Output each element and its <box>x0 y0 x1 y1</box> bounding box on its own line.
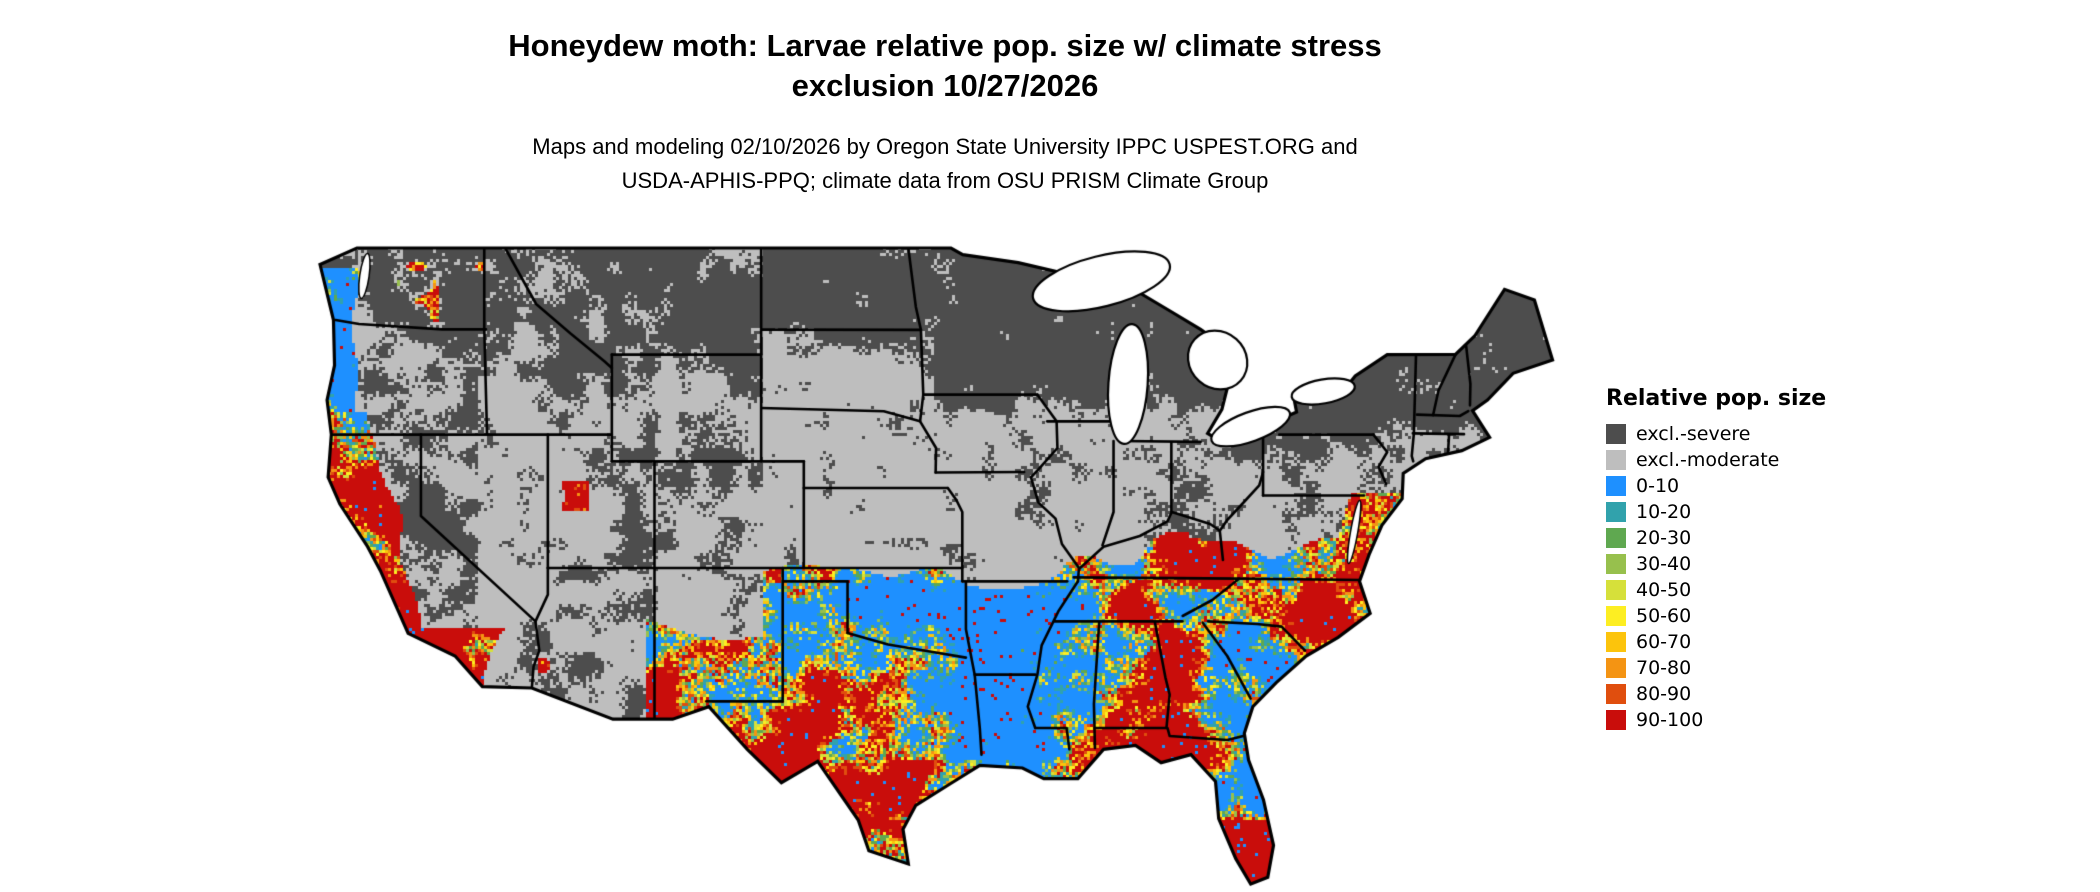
legend-item: 60-70 <box>1606 631 1826 653</box>
legend-swatch <box>1606 502 1626 522</box>
legend-title: Relative pop. size <box>1606 386 1827 411</box>
legend-label: 50-60 <box>1636 605 1692 627</box>
map-title-line1: Honeydew moth: Larvae relative pop. size… <box>508 28 1382 63</box>
legend-item: 20-30 <box>1606 527 1826 549</box>
legend-label: excl.-severe <box>1636 423 1751 445</box>
figure-header: Honeydew moth: Larvae relative pop. size… <box>0 26 1890 198</box>
legend-label: 60-70 <box>1636 631 1692 653</box>
map-attribution-line1: Maps and modeling 02/10/2026 by Oregon S… <box>532 134 1358 159</box>
legend-item: excl.-severe <box>1606 423 1826 445</box>
legend-label: excl.-moderate <box>1636 449 1780 471</box>
legend-label: 0-10 <box>1636 475 1680 497</box>
us-map-canvas <box>310 232 1560 888</box>
legend-item: 50-60 <box>1606 605 1826 627</box>
legend-items: excl.-severe excl.-moderate 0-10 10-20 20-30… <box>1606 423 1826 731</box>
legend-item: 0-10 <box>1606 475 1826 497</box>
legend-swatch <box>1606 632 1626 652</box>
legend-swatch <box>1606 606 1626 626</box>
legend-label: 30-40 <box>1636 553 1692 575</box>
map-title: Honeydew moth: Larvae relative pop. size… <box>0 26 1890 106</box>
legend-item: 10-20 <box>1606 501 1826 523</box>
map-attribution-line2: USDA-APHIS-PPQ; climate data from OSU PR… <box>621 168 1269 193</box>
legend-swatch <box>1606 684 1626 704</box>
legend-label: 20-30 <box>1636 527 1692 549</box>
legend-item: 40-50 <box>1606 579 1826 601</box>
legend-label: 40-50 <box>1636 579 1692 601</box>
legend-label: 70-80 <box>1636 657 1692 679</box>
legend-item: 70-80 <box>1606 657 1826 679</box>
legend-item: 30-40 <box>1606 553 1826 575</box>
legend-swatch <box>1606 424 1626 444</box>
legend-label: 90-100 <box>1636 709 1704 731</box>
map-attribution: Maps and modeling 02/10/2026 by Oregon S… <box>0 130 1890 198</box>
legend-label: 80-90 <box>1636 683 1692 705</box>
legend-swatch <box>1606 554 1626 574</box>
legend-swatch <box>1606 450 1626 470</box>
legend-swatch <box>1606 528 1626 548</box>
legend: Relative pop. size excl.-severe excl.-mod… <box>1606 386 1826 736</box>
legend-item: 80-90 <box>1606 683 1826 705</box>
legend-label: 10-20 <box>1636 501 1692 523</box>
legend-item: 90-100 <box>1606 709 1826 731</box>
legend-swatch <box>1606 476 1626 496</box>
legend-swatch <box>1606 658 1626 678</box>
map-title-line2: exclusion 10/27/2026 <box>791 68 1099 103</box>
legend-swatch <box>1606 710 1626 730</box>
legend-swatch <box>1606 580 1626 600</box>
legend-item: excl.-moderate <box>1606 449 1826 471</box>
